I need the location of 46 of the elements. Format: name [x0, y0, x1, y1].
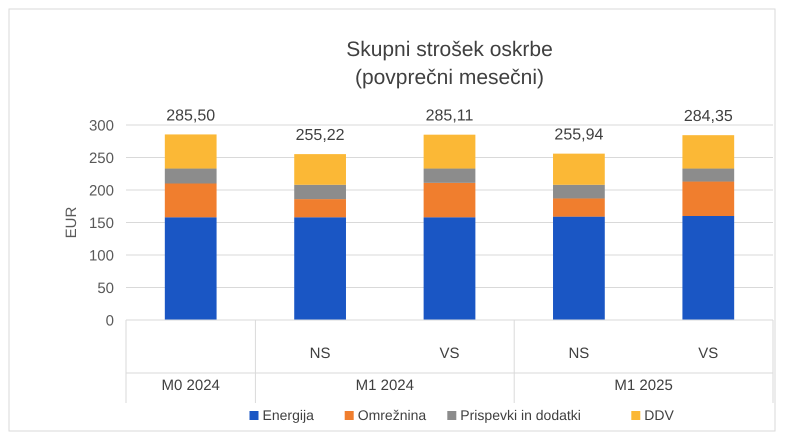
total-label: 255,94 — [554, 126, 604, 144]
y-tick-label: 250 — [88, 150, 114, 167]
bar — [553, 216, 605, 320]
legend-label: Prispevki in dodatki — [460, 407, 581, 423]
y-tick-label: 200 — [88, 182, 114, 200]
y-tick-label: 100 — [88, 247, 114, 264]
bar — [682, 135, 734, 169]
text: M1 2025 — [614, 377, 673, 394]
chart-subtitle: (povprečni mesečni) — [354, 66, 544, 89]
y-axis-title: EUR — [63, 206, 80, 238]
legend-label: Omrežnina — [358, 407, 426, 423]
total-label: 284,35 — [684, 108, 733, 126]
bar — [164, 184, 217, 218]
total-label: 285,50 — [166, 107, 216, 124]
bar — [553, 154, 605, 185]
text: M1 2024 — [356, 377, 414, 394]
bar — [164, 134, 217, 169]
bar — [424, 182, 476, 218]
x-tick-label: NS — [310, 345, 331, 362]
bar — [553, 184, 605, 198]
total-label: 255,22 — [296, 127, 345, 144]
bar — [424, 217, 476, 320]
bar — [294, 217, 346, 320]
bar — [682, 182, 734, 216]
x-tick-label: VS — [439, 345, 460, 362]
text: M0 2024 — [162, 377, 220, 394]
legend-label: Energija — [262, 407, 314, 423]
y-tick-label: 150 — [88, 214, 114, 232]
y-tick-label: 50 — [97, 280, 114, 297]
bar — [164, 217, 217, 320]
bar — [164, 168, 217, 184]
legend-label: DDV — [644, 407, 675, 423]
bar — [682, 168, 734, 182]
bar — [424, 134, 476, 169]
total-label: 285,11 — [426, 108, 474, 125]
bar — [553, 198, 605, 217]
y-tick-label: 300 — [88, 117, 114, 134]
chart-title: Skupni strošek oskrbe — [346, 38, 553, 61]
bar — [682, 216, 734, 320]
x-tick-label: VS — [698, 345, 718, 362]
bar — [424, 168, 476, 183]
bar — [294, 199, 346, 218]
bar — [294, 154, 346, 185]
x-tick-label: NS — [568, 345, 590, 362]
bar — [294, 184, 346, 200]
y-tick-label: 0 — [106, 312, 114, 330]
